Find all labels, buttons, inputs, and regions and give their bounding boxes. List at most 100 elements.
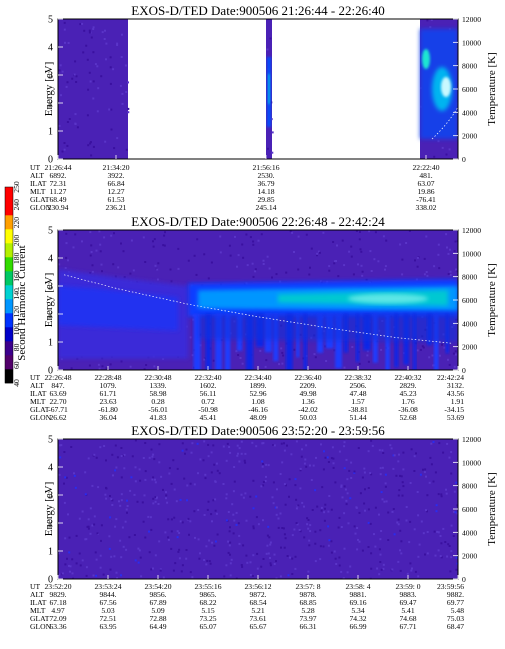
noise-cell [272, 502, 275, 505]
noise-cell [314, 542, 317, 545]
noise-cell [444, 541, 447, 543]
orbit-row-value: 9881. [349, 590, 366, 599]
noise-cell [114, 444, 117, 447]
noise-cell [144, 470, 147, 473]
noise-cell [170, 530, 173, 533]
orbit-row-value: 61.71 [99, 389, 116, 398]
noise-cell [209, 562, 212, 565]
noise-cell [92, 80, 95, 83]
orbit-row-value: 9878. [299, 590, 316, 599]
noise-cell [81, 510, 84, 513]
noise-cell [120, 447, 123, 449]
noise-cell [126, 511, 128, 514]
noise-cell [426, 494, 429, 497]
noise-cell [441, 343, 443, 346]
noise-cell [307, 527, 310, 530]
orbit-row-value: -76.41 [416, 195, 436, 204]
noise-cell [102, 573, 105, 576]
noise-cell [422, 468, 424, 471]
noise-cell [344, 488, 347, 491]
noise-cell [97, 486, 100, 489]
noise-cell [450, 550, 453, 553]
noise-cell [257, 523, 260, 526]
noise-cell [384, 473, 387, 476]
y2tick-label: 0 [462, 366, 466, 375]
noise-cell [305, 233, 308, 236]
orbit-row-value: 26.62 [49, 413, 66, 422]
noise-cell [152, 567, 154, 570]
noise-cell [138, 468, 141, 471]
noise-cell [97, 363, 100, 366]
colorbar-swatch [5, 243, 13, 258]
noise-cell [66, 557, 68, 560]
noise-cell [238, 534, 241, 537]
orbit-row-value: 69.16 [349, 598, 366, 607]
ytick-label: 2 [48, 99, 53, 110]
orbit-row-value: -38.81 [348, 405, 368, 414]
orbit-row-name: MLT [30, 187, 46, 196]
orbit-row-value: 1339. [149, 381, 166, 390]
noise-cell [370, 567, 373, 570]
noise-cell [399, 549, 401, 552]
noise-cell [262, 442, 265, 445]
panel-2-orbit-table: UT 22:26:48 22:28:48 22:30:48 22:32:40 22:34:… [30, 373, 464, 422]
noise-cell [151, 455, 154, 458]
noise-cell [72, 577, 75, 579]
noise-cell [333, 262, 336, 265]
noise-cell [279, 280, 282, 283]
orbit-row-value: 43.56 [447, 389, 464, 398]
panel-1-plot-area [58, 19, 458, 159]
noise-cell [177, 267, 180, 270]
noise-cell [340, 484, 343, 487]
noise-cell [198, 557, 201, 560]
noise-cell [438, 354, 441, 357]
noise-cell [361, 270, 364, 273]
noise-cell [430, 19, 433, 21]
noise-cell [237, 354, 240, 356]
noise-cell [437, 549, 440, 552]
orbit-row-value: 22:28:48 [94, 373, 121, 382]
noise-cell [293, 528, 296, 531]
noise-cell [63, 21, 66, 24]
orbit-row-name: ALT [30, 590, 44, 599]
noise-cell [382, 235, 385, 238]
noise-cell [295, 498, 298, 501]
noise-cell [154, 481, 157, 484]
noise-cell [249, 236, 252, 239]
noise-cell [186, 499, 188, 502]
noise-cell [314, 530, 317, 533]
noise-cell [67, 259, 69, 262]
noise-cell [262, 463, 264, 465]
noise-cell [358, 238, 361, 241]
noise-cell [212, 444, 215, 447]
noise-cell [271, 151, 274, 154]
noise-cell [92, 145, 95, 148]
noise-cell [246, 264, 249, 267]
noise-cell [99, 554, 102, 557]
noise-cell [110, 555, 113, 558]
flux-streak [246, 314, 254, 370]
noise-cell [370, 439, 373, 442]
noise-cell [340, 570, 343, 573]
noise-cell [213, 544, 216, 547]
panel-3: EXOS-D/TED Date:900506 23:52:20 - 23:59:… [30, 423, 498, 631]
noise-cell [413, 455, 416, 458]
noise-cell [74, 122, 77, 125]
noise-cell [172, 459, 175, 462]
noise-cell [239, 357, 242, 359]
noise-cell [402, 451, 405, 454]
noise-cell [295, 507, 298, 510]
orbit-row-value: 1.36 [301, 397, 314, 406]
noise-cell [154, 496, 157, 499]
noise-cell [223, 575, 226, 578]
noise-cell [165, 497, 167, 500]
noise-cell [144, 442, 147, 444]
noise-cell [256, 552, 259, 555]
noise-cell [63, 451, 66, 453]
noise-cell [120, 242, 122, 245]
noise-cell [414, 570, 417, 573]
noise-cell [84, 538, 87, 541]
orbit-row-value: 9856. [149, 590, 166, 599]
noise-cell [385, 239, 388, 242]
noise-cell [278, 363, 281, 366]
